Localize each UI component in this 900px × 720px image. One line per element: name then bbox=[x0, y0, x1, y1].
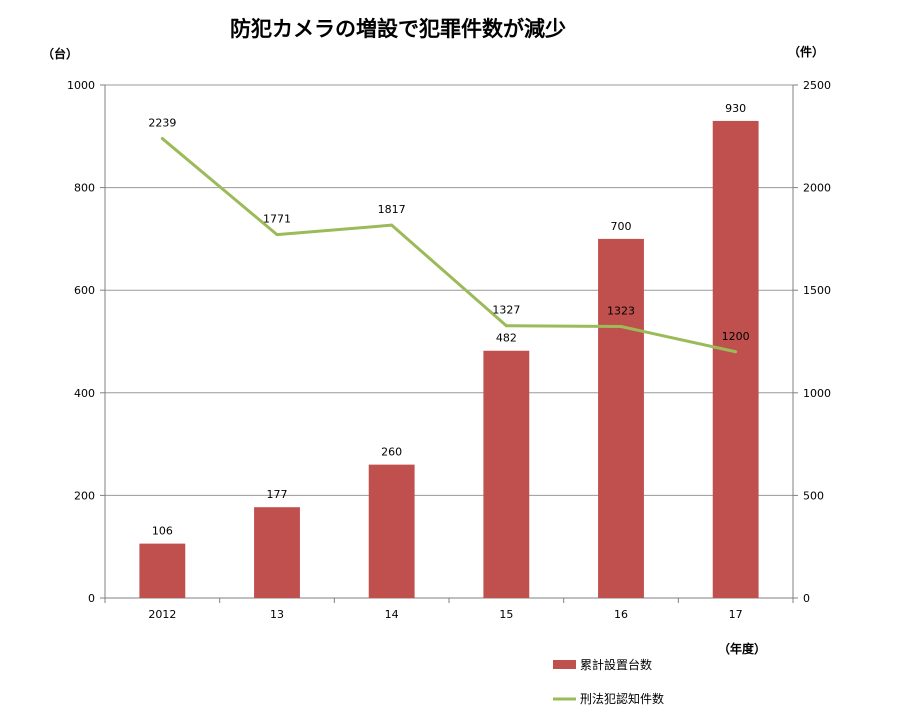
x-tick-label: 13 bbox=[270, 608, 284, 621]
right-tick-label: 0 bbox=[803, 592, 810, 605]
left-tick-label: 0 bbox=[88, 592, 95, 605]
x-axis-unit: （年度） bbox=[718, 641, 766, 656]
bar-data-label: 260 bbox=[381, 446, 402, 459]
x-tick-label: 16 bbox=[614, 608, 628, 621]
line-data-label: 1771 bbox=[263, 213, 291, 226]
x-tick-label: 2012 bbox=[148, 608, 176, 621]
chart-title: 防犯カメラの増設で犯罪件数が減少 bbox=[230, 17, 566, 41]
line-data-label: 1323 bbox=[607, 305, 635, 318]
line-point bbox=[504, 324, 508, 328]
line-series bbox=[160, 137, 738, 354]
bar bbox=[712, 120, 759, 598]
bar bbox=[598, 238, 644, 598]
bar-data-label: 930 bbox=[725, 102, 746, 115]
bar bbox=[368, 464, 415, 598]
bar bbox=[254, 507, 300, 598]
bar-data-label: 482 bbox=[496, 332, 517, 345]
right-axis-unit: （件） bbox=[788, 44, 824, 59]
x-tick-label: 17 bbox=[729, 608, 743, 621]
left-tick-label: 600 bbox=[74, 284, 95, 297]
right-tick-label: 1500 bbox=[803, 284, 831, 297]
bar-data-label: 106 bbox=[152, 525, 173, 538]
line-data-label: 1817 bbox=[378, 203, 406, 216]
legend-line-label: 刑法犯認知件数 bbox=[580, 691, 664, 706]
bar bbox=[139, 543, 186, 598]
line-point bbox=[390, 223, 394, 227]
left-axis-unit: （台） bbox=[42, 46, 78, 61]
bar-data-label: 700 bbox=[611, 220, 632, 233]
line-data-label: 2239 bbox=[148, 117, 176, 130]
right-tick-label: 2500 bbox=[803, 79, 831, 92]
line-point bbox=[734, 350, 738, 354]
left-tick-label: 800 bbox=[74, 182, 95, 195]
legend-bar-swatch bbox=[553, 660, 576, 669]
right-tick-label: 500 bbox=[803, 489, 824, 502]
line-point bbox=[619, 325, 623, 329]
line-path bbox=[161, 137, 736, 354]
line-point bbox=[275, 233, 279, 237]
legend-bar-label: 累計設置台数 bbox=[580, 657, 652, 672]
bar bbox=[483, 350, 530, 598]
line-data-label: 1327 bbox=[492, 304, 520, 317]
x-tick-label: 15 bbox=[499, 608, 513, 621]
data-labels: 106 177 260 482 700 930 2239 1771 1817 1327 1323 12… bbox=[148, 102, 749, 538]
right-tick-label: 2000 bbox=[803, 182, 831, 195]
x-tick-label: 14 bbox=[385, 608, 399, 621]
left-tick-label: 400 bbox=[74, 387, 95, 400]
axes: 0 200 400 600 800 1000 0 500 1000 1500 2000 2500 201… bbox=[67, 79, 831, 621]
line-point bbox=[160, 137, 164, 141]
left-tick-label: 200 bbox=[74, 489, 95, 502]
left-tick-label: 1000 bbox=[67, 79, 95, 92]
right-tick-label: 1000 bbox=[803, 387, 831, 400]
bar-data-label: 177 bbox=[267, 488, 288, 501]
bar-series bbox=[139, 120, 759, 598]
line-data-label: 1200 bbox=[722, 330, 750, 343]
